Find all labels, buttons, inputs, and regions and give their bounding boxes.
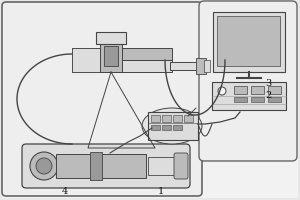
Ellipse shape xyxy=(142,108,202,144)
Bar xyxy=(234,86,247,94)
Bar xyxy=(151,115,160,122)
Circle shape xyxy=(36,158,52,174)
Bar xyxy=(100,42,122,72)
FancyBboxPatch shape xyxy=(2,2,202,196)
FancyBboxPatch shape xyxy=(174,153,188,179)
Bar xyxy=(162,115,171,122)
FancyBboxPatch shape xyxy=(22,144,190,188)
Bar xyxy=(173,115,182,122)
FancyBboxPatch shape xyxy=(199,1,297,161)
Bar xyxy=(268,97,281,102)
Bar xyxy=(72,48,172,60)
Bar xyxy=(213,12,285,72)
Bar xyxy=(170,62,198,70)
Text: 1: 1 xyxy=(158,186,164,196)
Bar xyxy=(184,115,193,122)
Bar xyxy=(196,58,206,74)
Bar xyxy=(251,97,264,102)
Bar xyxy=(148,157,178,175)
Circle shape xyxy=(218,87,226,95)
Bar xyxy=(96,32,126,44)
Text: 2: 2 xyxy=(266,90,272,99)
Bar xyxy=(268,86,281,94)
Bar xyxy=(204,60,210,72)
Bar xyxy=(90,152,102,180)
Bar xyxy=(104,46,118,66)
Bar xyxy=(56,154,146,178)
Bar xyxy=(162,125,171,130)
Bar xyxy=(72,60,172,72)
Text: 4: 4 xyxy=(61,186,68,196)
Bar xyxy=(212,82,286,110)
FancyBboxPatch shape xyxy=(2,2,298,198)
Bar xyxy=(234,97,247,102)
Bar xyxy=(251,86,264,94)
Bar xyxy=(151,125,160,130)
Bar xyxy=(173,125,182,130)
Text: 3: 3 xyxy=(266,78,272,88)
Circle shape xyxy=(30,152,58,180)
Bar xyxy=(217,16,280,66)
Bar xyxy=(72,48,102,72)
Bar xyxy=(148,112,198,140)
